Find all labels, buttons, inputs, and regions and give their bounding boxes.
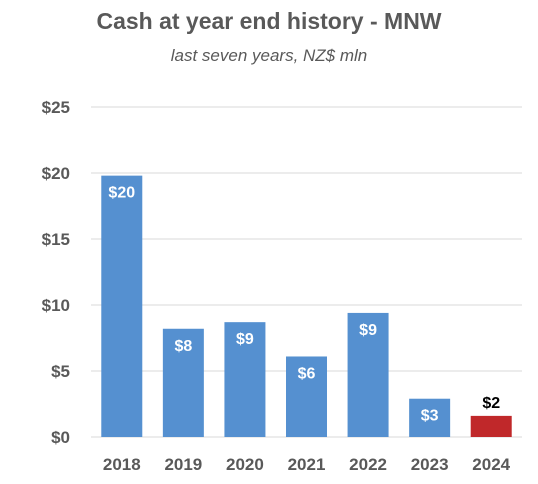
- bar: [409, 398, 451, 437]
- x-tick-label: 2024: [472, 455, 510, 474]
- bar: [101, 175, 143, 437]
- data-label: $20: [108, 185, 135, 202]
- data-label: $3: [421, 408, 439, 425]
- y-tick-label: $25: [42, 98, 70, 117]
- x-tick-label: 2018: [103, 455, 141, 474]
- x-tick-label: 2019: [164, 455, 202, 474]
- y-tick-label: $20: [42, 164, 70, 183]
- x-tick-label: 2021: [288, 455, 326, 474]
- data-label: $9: [359, 322, 377, 339]
- bar: [286, 356, 327, 437]
- y-tick-label: $5: [51, 362, 70, 381]
- chart-subtitle: last seven years, NZ$ mln: [170, 46, 368, 65]
- bar: [224, 322, 266, 437]
- y-tick-label: $10: [42, 296, 70, 315]
- x-tick-label: 2023: [411, 455, 449, 474]
- bar: [470, 415, 512, 437]
- data-label: $8: [174, 338, 192, 355]
- data-label: $9: [236, 331, 254, 348]
- x-tick-label: 2020: [226, 455, 264, 474]
- bar: [162, 328, 204, 437]
- data-label: $6: [298, 365, 316, 382]
- y-tick-label: $15: [42, 230, 70, 249]
- chart-title: Cash at year end history - MNW: [96, 8, 442, 34]
- data-label: $2: [482, 395, 500, 412]
- y-tick-label: $0: [51, 428, 70, 447]
- x-tick-label: 2022: [349, 455, 387, 474]
- bar: [347, 312, 389, 437]
